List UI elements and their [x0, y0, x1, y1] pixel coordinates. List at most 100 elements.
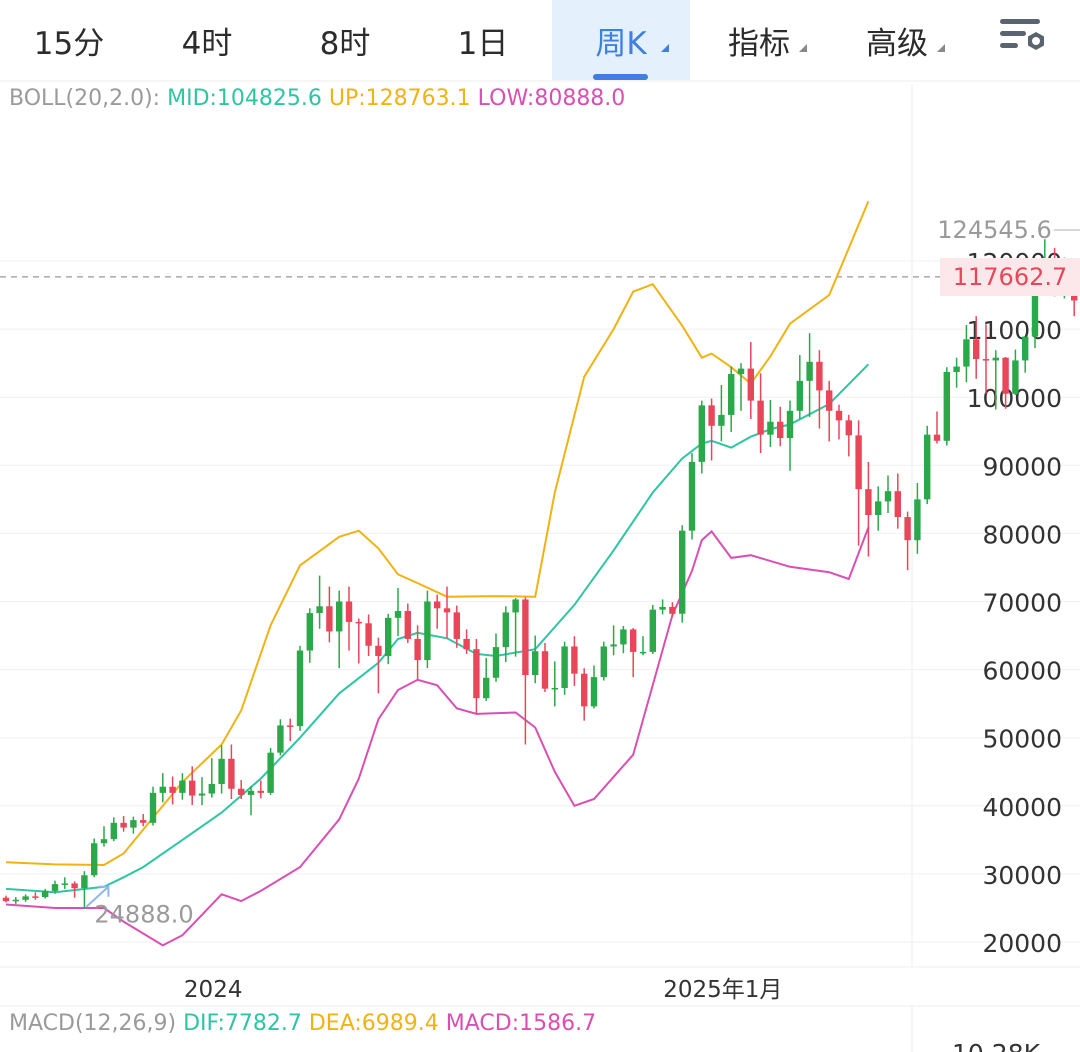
- y-tick-label: 30000: [982, 861, 1062, 890]
- candle: [130, 816, 137, 834]
- candle-body: [600, 646, 607, 678]
- tab-6[interactable]: 高级: [828, 0, 966, 80]
- boll-legend: BOLL(20,2.0): MID:104825.6 UP:128763.1 L…: [9, 86, 625, 111]
- y-tick-label: 90000: [982, 452, 1062, 481]
- candle: [688, 453, 696, 540]
- tab-3[interactable]: 1日: [414, 0, 552, 80]
- candle: [894, 473, 901, 529]
- candle: [208, 758, 215, 798]
- candle: [718, 384, 725, 442]
- tab-label: 8时: [319, 25, 371, 62]
- y-tick-label: 40000: [982, 793, 1062, 822]
- tab-5[interactable]: 指标: [690, 0, 828, 80]
- candle: [865, 461, 872, 557]
- candle-body: [522, 599, 529, 676]
- candle: [22, 894, 29, 902]
- candle-body: [581, 673, 588, 707]
- candle: [149, 786, 157, 826]
- current-price-tag: 117662.7: [940, 258, 1080, 296]
- candle: [512, 598, 519, 657]
- candle-body: [669, 606, 676, 614]
- candle: [424, 590, 431, 669]
- candle: [32, 892, 39, 900]
- y-tick-label: 70000: [982, 589, 1062, 618]
- candle: [914, 483, 921, 554]
- candle-body: [91, 843, 98, 876]
- candle: [992, 350, 999, 410]
- macd-legend: MACD(12,26,9) DIF:7782.7 DEA:6989.4 MACD…: [9, 1011, 596, 1036]
- candle: [110, 817, 117, 842]
- candle-body: [61, 883, 68, 885]
- candle-body: [649, 609, 656, 652]
- candle-body: [855, 435, 862, 490]
- candle-body: [737, 368, 745, 375]
- tab-4[interactable]: 周K: [552, 0, 690, 80]
- candle: [806, 333, 813, 417]
- candle: [884, 475, 892, 513]
- dropdown-caret-icon: [661, 44, 669, 52]
- candle-body: [816, 361, 823, 391]
- boll-mid-value: MID:104825.6: [167, 86, 322, 111]
- candle-body: [208, 784, 215, 794]
- tab-2[interactable]: 8时: [276, 0, 414, 80]
- candle-body: [571, 646, 578, 674]
- candle-body: [904, 517, 911, 541]
- candle-body: [502, 612, 509, 648]
- tab-0[interactable]: 15分: [0, 0, 138, 80]
- dropdown-caret-icon: [937, 44, 945, 52]
- candle: [816, 350, 823, 429]
- candle: [483, 658, 490, 701]
- candle-body: [12, 899, 19, 902]
- candle-body: [394, 611, 402, 618]
- candle: [375, 637, 382, 694]
- candle-body: [287, 725, 294, 727]
- candle-body: [277, 725, 284, 753]
- candle-body: [835, 410, 843, 421]
- candle-body: [933, 434, 941, 441]
- boll-lower-line: [5, 527, 870, 947]
- candle-body: [42, 890, 49, 898]
- low-marker-arrow: [85, 885, 110, 908]
- candle: [600, 641, 607, 681]
- candle: [257, 780, 264, 799]
- candle: [385, 613, 392, 665]
- candle: [835, 404, 843, 440]
- candle-body: [238, 788, 245, 795]
- candle: [875, 486, 882, 531]
- candle-body: [296, 650, 304, 727]
- candle: [345, 586, 353, 651]
- candle-body: [963, 339, 970, 367]
- candle-body: [884, 491, 892, 502]
- candle-body: [630, 629, 637, 652]
- candle: [924, 425, 931, 505]
- candle-body: [757, 400, 764, 435]
- candle-body: [982, 359, 990, 361]
- candle: [492, 633, 500, 682]
- candle-body: [639, 651, 647, 654]
- candle-body: [267, 752, 274, 793]
- candle: [42, 888, 49, 899]
- chart-settings-button[interactable]: [996, 10, 1052, 66]
- candle: [620, 626, 627, 654]
- candle-body: [541, 651, 549, 689]
- boll-low-value: LOW:80888.0: [477, 86, 626, 111]
- candle: [630, 628, 637, 678]
- candle: [581, 668, 588, 721]
- candle-body: [924, 434, 931, 500]
- candle-body: [747, 368, 754, 401]
- tab-label: 指标: [728, 25, 790, 62]
- candle: [541, 643, 549, 693]
- candle-body: [590, 677, 598, 707]
- candle-body: [698, 405, 705, 462]
- candle: [120, 816, 127, 832]
- tab-1[interactable]: 4时: [138, 0, 276, 80]
- candle-body: [532, 651, 539, 676]
- candle-body: [826, 390, 833, 411]
- candle: [355, 618, 362, 664]
- candle-body: [365, 623, 372, 646]
- boll-up-value: UP:128763.1: [328, 86, 471, 111]
- candle-body: [120, 822, 127, 828]
- candle: [679, 525, 686, 623]
- candle: [394, 587, 402, 637]
